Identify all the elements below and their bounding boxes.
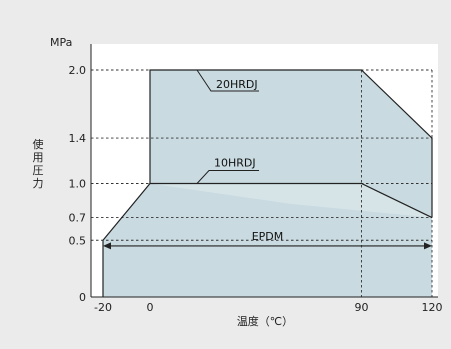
x-tick-label: 90: [355, 301, 369, 314]
y-axis-label-char: 使: [33, 138, 44, 151]
y-tick-label: 0.5: [69, 234, 87, 247]
epdm-annotation: EPDM: [252, 230, 284, 243]
y-axis-unit: MPa: [50, 36, 72, 49]
epdm-arrow-head-right: [424, 242, 432, 250]
y-axis-label-char: 力: [33, 177, 44, 190]
y-tick-label: 1.0: [69, 178, 87, 191]
x-tick-label: 0: [147, 301, 154, 314]
y-axis-label: 使用圧力: [33, 138, 44, 190]
y-axis-label-char: 用: [33, 151, 44, 164]
y-tick-label: 2.0: [69, 64, 87, 77]
hrdj10-annotation: 10HRDJ: [214, 157, 256, 170]
x-axis-label: 温度（℃）: [237, 314, 293, 328]
y-tick-label: 1.4: [69, 132, 87, 145]
hrdj10-leader-line: [196, 170, 259, 184]
y-tick-label: 0: [79, 291, 86, 304]
x-tick-label: 120: [422, 301, 443, 314]
x-tick-label: -20: [94, 301, 112, 314]
hrdj20-annotation: 20HRDJ: [216, 78, 258, 91]
y-tick-label: 0.7: [69, 212, 87, 225]
hrdj10-line: [102, 182, 433, 241]
hrdj20-leader-line: [196, 69, 259, 92]
epdm-arrow-head-left: [103, 242, 111, 250]
y-axis-label-char: 圧: [33, 164, 44, 177]
hrdj20-line: [149, 69, 433, 218]
